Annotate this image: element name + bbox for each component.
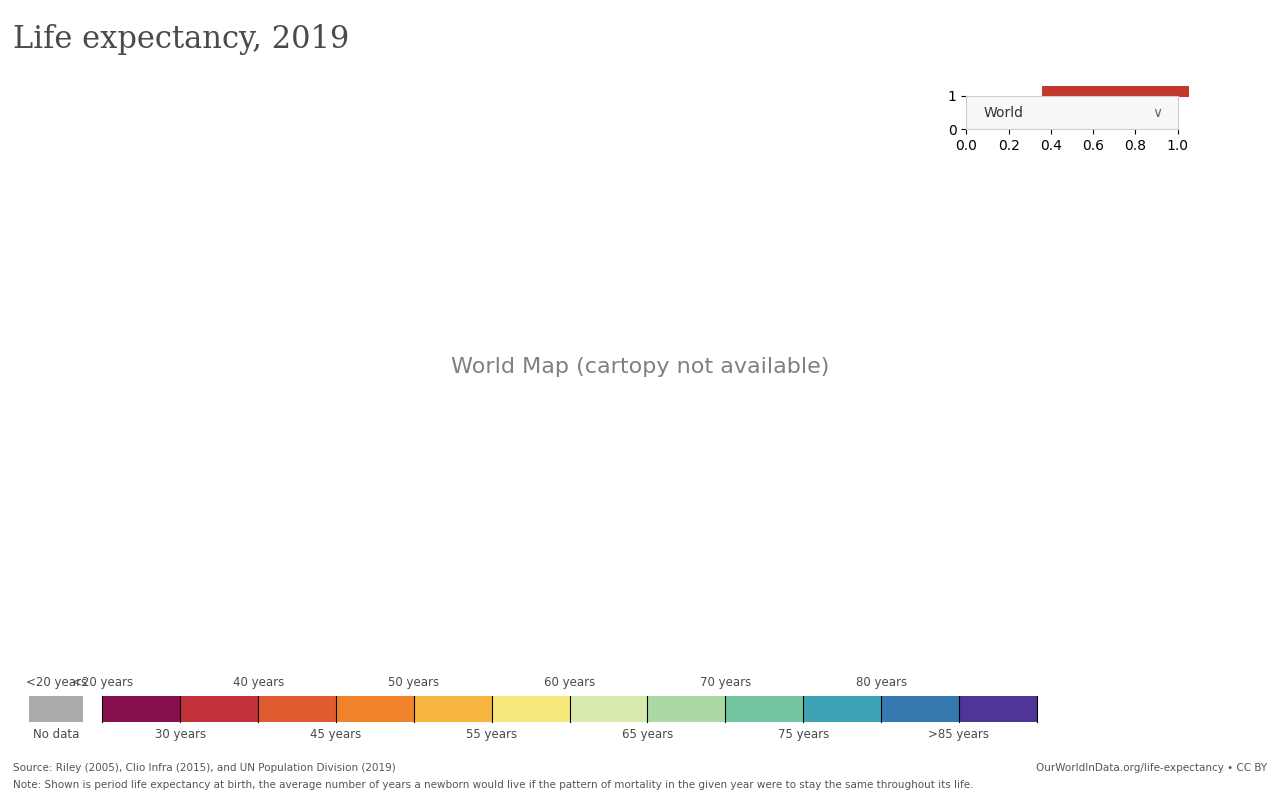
Text: World: World <box>983 105 1023 120</box>
Text: No data: No data <box>33 728 79 741</box>
Text: in Data: in Data <box>1085 59 1146 74</box>
Text: 65 years: 65 years <box>622 728 673 741</box>
Text: Our World: Our World <box>1074 34 1157 49</box>
Bar <box>180 696 259 722</box>
Text: <20 years: <20 years <box>26 677 87 689</box>
Bar <box>413 696 492 722</box>
Bar <box>259 696 335 722</box>
Text: <20 years: <20 years <box>72 677 133 689</box>
Text: 30 years: 30 years <box>155 728 206 741</box>
Text: 75 years: 75 years <box>777 728 829 741</box>
Bar <box>102 696 180 722</box>
Bar <box>570 696 648 722</box>
Text: ∨: ∨ <box>1153 106 1162 120</box>
Text: 55 years: 55 years <box>466 728 517 741</box>
Text: Life expectancy, 2019: Life expectancy, 2019 <box>13 24 349 55</box>
Bar <box>492 696 570 722</box>
Text: 45 years: 45 years <box>310 728 362 741</box>
Text: 40 years: 40 years <box>233 677 284 689</box>
Text: World Map (cartopy not available): World Map (cartopy not available) <box>451 357 829 377</box>
Bar <box>335 696 413 722</box>
Text: 70 years: 70 years <box>700 677 751 689</box>
Text: 60 years: 60 years <box>544 677 595 689</box>
Bar <box>804 696 881 722</box>
Text: 50 years: 50 years <box>388 677 439 689</box>
Text: 80 years: 80 years <box>855 677 906 689</box>
Text: Note: Shown is period life expectancy at birth, the average number of years a ne: Note: Shown is period life expectancy at… <box>13 780 973 791</box>
Text: >85 years: >85 years <box>928 728 989 741</box>
Bar <box>726 696 804 722</box>
Bar <box>648 696 726 722</box>
Bar <box>881 696 959 722</box>
Bar <box>1042 86 1189 97</box>
Text: OurWorldInData.org/life-expectancy • CC BY: OurWorldInData.org/life-expectancy • CC … <box>1036 763 1267 773</box>
Text: Source: Riley (2005), Clio Infra (2015), and UN Population Division (2019): Source: Riley (2005), Clio Infra (2015),… <box>13 763 396 773</box>
Bar <box>959 696 1037 722</box>
